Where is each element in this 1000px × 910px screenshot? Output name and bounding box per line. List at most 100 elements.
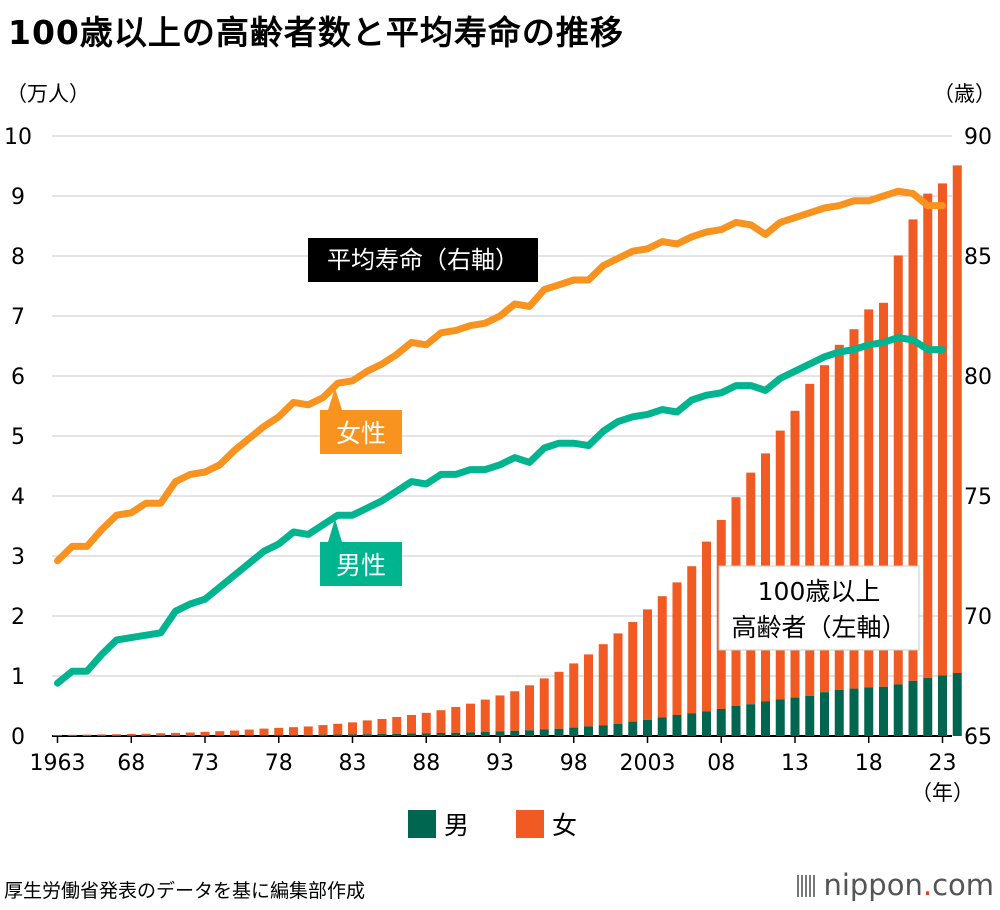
bar-male (215, 735, 225, 736)
bar-male (525, 730, 534, 736)
female-callout-box (320, 410, 402, 454)
y-right-tick-label: 65 (964, 725, 992, 750)
legend-swatch-female (516, 810, 544, 838)
bar-male (893, 684, 903, 736)
brand-name: nippon (823, 868, 923, 902)
bar-male (657, 717, 667, 736)
bar-male (230, 735, 239, 736)
bar-male (569, 727, 579, 736)
female-callout-label: 女性 (336, 419, 386, 448)
page-title: 100歳以上の高齢者数と平均寿命の推移 (8, 13, 624, 52)
bar-male (775, 699, 785, 736)
bar-female (244, 729, 254, 736)
bar-male (495, 731, 505, 736)
bar-male (451, 732, 461, 736)
bar-male (510, 730, 520, 736)
bar-male (303, 734, 313, 736)
y-left-tick-label: 6 (11, 365, 25, 390)
bar-female (392, 716, 402, 734)
bar-female (864, 309, 874, 688)
line-series (54, 187, 946, 687)
y-left-tick-label: 2 (11, 605, 25, 630)
bar-female (451, 706, 461, 733)
bar-male (584, 726, 593, 736)
bar-female (672, 582, 682, 715)
male-callout-box (320, 542, 402, 586)
bar-male (539, 729, 549, 736)
bar-male (628, 721, 638, 736)
bar-female (171, 732, 180, 736)
bar-female (849, 329, 859, 689)
bar-male (407, 733, 416, 736)
x-tick-label: 88 (412, 751, 440, 776)
x-tick-label: 08 (707, 751, 735, 776)
bar-female (421, 712, 431, 734)
bar-male (716, 709, 726, 736)
y-left-tick-label: 9 (11, 185, 25, 210)
bar-female (879, 302, 888, 687)
bar-female (510, 691, 520, 731)
y-left-tick-label: 1 (11, 665, 25, 690)
y-left-tick-label: 0 (11, 725, 25, 750)
bar-female (333, 723, 343, 735)
bar-male (923, 677, 933, 736)
bar-male (348, 734, 357, 736)
bar-female (274, 727, 284, 736)
bar-female (657, 596, 667, 718)
bar-female (377, 718, 387, 734)
bar-female (97, 734, 107, 736)
bar-female (466, 703, 475, 733)
bar-male (731, 706, 741, 736)
bar-label-line2: 高齢者（左軸） (731, 613, 906, 642)
bar-male (938, 675, 947, 736)
bar-female (569, 663, 579, 728)
bar-female (480, 699, 490, 732)
bar-male (746, 704, 756, 736)
bar-female (952, 165, 962, 673)
bar-male (908, 680, 918, 736)
x-tick-label: 93 (486, 751, 514, 776)
bar-male (761, 701, 770, 736)
bar-female (893, 255, 903, 685)
bar-male (702, 711, 711, 736)
bar-male (952, 673, 962, 736)
bar-female (126, 733, 136, 736)
y-right-tick-label: 80 (964, 365, 992, 390)
bar-male (200, 735, 210, 736)
bar-female (643, 609, 652, 720)
x-tick-label: 98 (560, 751, 588, 776)
gridlines (52, 135, 952, 737)
bar-female (289, 727, 298, 735)
bar-female (628, 622, 638, 722)
bar-female (923, 193, 933, 678)
brand-tld: com (932, 868, 994, 902)
y-left-unit: （万人） (6, 82, 90, 106)
bar-female (112, 734, 121, 736)
x-tick-label: 2003 (620, 751, 676, 776)
bar-female (436, 710, 446, 733)
bar-female (525, 685, 534, 731)
bar-male (643, 719, 652, 736)
legend-label-male: 男 (444, 811, 469, 840)
y-right-unit: （歳） (933, 82, 996, 106)
legend: 男女 (408, 810, 577, 840)
bar-male (672, 715, 682, 736)
bar-female (362, 720, 372, 735)
bar-female (156, 733, 166, 736)
x-tick-label: 83 (339, 751, 367, 776)
x-tick-label: 1963 (30, 751, 86, 776)
x-tick-label: 68 (117, 751, 145, 776)
bar-female (790, 410, 800, 698)
y-left-tick-label: 8 (11, 245, 25, 270)
bar-female (303, 726, 313, 735)
bar-female (805, 383, 815, 696)
brand-logo[interactable]: nippon.com (797, 868, 994, 902)
bar-female (702, 541, 711, 712)
bar-female (613, 633, 623, 724)
bar-female (584, 654, 593, 727)
bar-label-box (718, 565, 920, 651)
bar-female (53, 735, 62, 736)
line-male-life-expectancy (54, 334, 946, 687)
bar-female (554, 671, 564, 729)
